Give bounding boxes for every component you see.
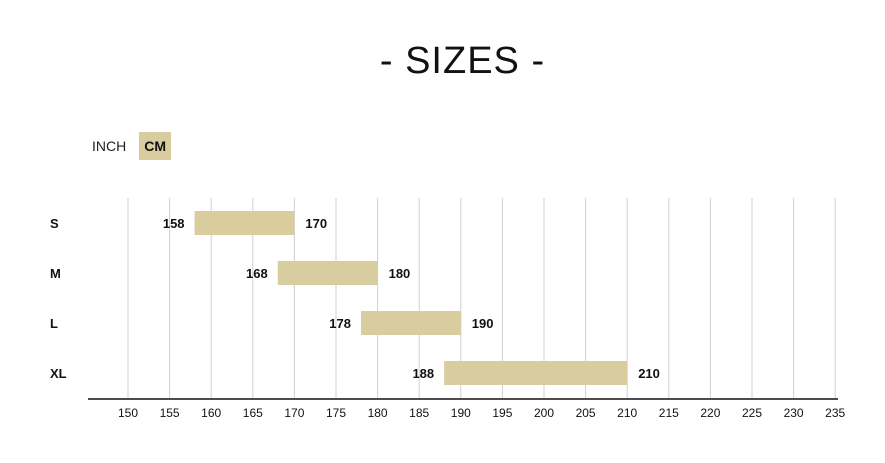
unit-toggle: INCH CM xyxy=(92,132,172,160)
range-max-label: 190 xyxy=(472,316,494,331)
range-max-label: 210 xyxy=(638,366,660,381)
size-label: M xyxy=(50,266,61,281)
x-tick-label: 185 xyxy=(409,406,429,420)
x-tick-label: 165 xyxy=(243,406,263,420)
x-tick-label: 205 xyxy=(576,406,596,420)
range-max-label: 180 xyxy=(389,266,411,281)
size-range-bar xyxy=(194,211,295,235)
range-min-label: 178 xyxy=(329,316,351,331)
range-max-label: 170 xyxy=(305,216,327,231)
x-tick-label: 180 xyxy=(368,406,388,420)
size-range-bar xyxy=(277,261,378,285)
x-tick-label: 215 xyxy=(659,406,679,420)
size-range-bar xyxy=(360,311,461,335)
x-tick-label: 155 xyxy=(160,406,180,420)
x-tick-label: 235 xyxy=(825,406,845,420)
unit-option-inch[interactable]: INCH xyxy=(92,138,127,154)
range-min-label: 168 xyxy=(246,266,268,281)
range-min-label: 158 xyxy=(163,216,185,231)
size-label: S xyxy=(50,216,59,231)
x-tick-label: 150 xyxy=(118,406,138,420)
size-label: L xyxy=(50,316,58,331)
unit-option-cm[interactable]: CM xyxy=(139,132,172,160)
size-range-bar xyxy=(444,361,628,385)
x-tick-label: 225 xyxy=(742,406,762,420)
x-tick-label: 160 xyxy=(201,406,221,420)
size-label: XL xyxy=(50,366,67,381)
page-title: - SIZES - xyxy=(379,40,546,82)
x-tick-label: 200 xyxy=(534,406,554,420)
x-tick-label: 190 xyxy=(451,406,471,420)
x-tick-label: 210 xyxy=(617,406,637,420)
x-tick-label: 175 xyxy=(326,406,346,420)
x-tick-label: 230 xyxy=(784,406,804,420)
x-tick-label: 195 xyxy=(492,406,512,420)
range-min-label: 188 xyxy=(412,366,434,381)
x-tick-label: 170 xyxy=(284,406,304,420)
x-tick-label: 220 xyxy=(700,406,720,420)
